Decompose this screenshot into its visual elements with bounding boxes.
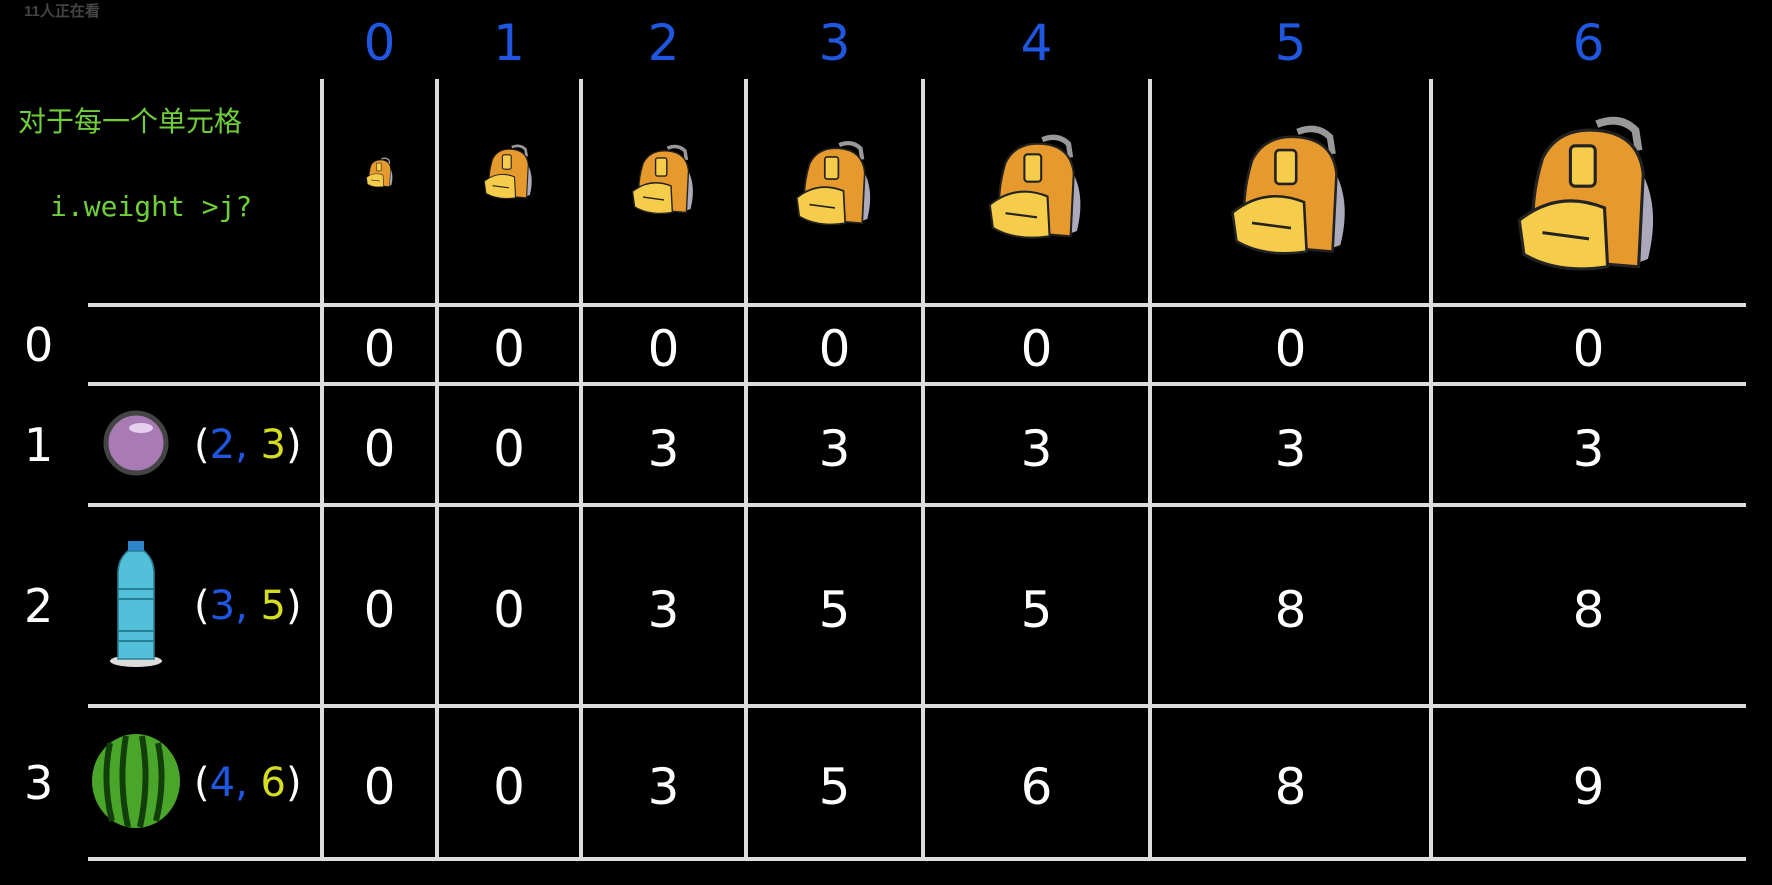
item-weight-value: (4, 6) — [194, 759, 302, 806]
grid-hline — [88, 382, 1746, 386]
watermelon-icon — [90, 733, 182, 833]
grid-vline — [320, 79, 324, 859]
dp-cell: 8 — [1274, 757, 1307, 816]
backpack-icon — [984, 131, 1089, 251]
dp-cell: 3 — [1572, 419, 1605, 478]
dp-cell: 0 — [493, 319, 525, 378]
dp-cell: 0 — [363, 580, 396, 639]
viewer-count-watermark: 11人正在看 — [24, 3, 100, 20]
item-weight: 2 — [209, 421, 236, 468]
dp-cell: 0 — [363, 757, 396, 816]
grid-vline — [579, 79, 583, 859]
dp-cell: 6 — [1020, 757, 1053, 816]
backpack-icon — [1226, 122, 1356, 269]
grid-hline — [88, 857, 1746, 861]
row-index-3: 3 — [24, 755, 54, 810]
grid-hline — [88, 303, 1746, 307]
water-bottle-icon — [108, 539, 164, 673]
grid-vline — [1429, 79, 1433, 859]
dp-cell: 0 — [363, 419, 396, 478]
dp-cell: 0 — [1020, 319, 1053, 378]
dp-cell: 0 — [1274, 319, 1307, 378]
grid-hline — [88, 503, 1746, 507]
dp-cell: 3 — [818, 419, 851, 478]
ball-icon — [103, 410, 169, 480]
backpack-icon — [629, 143, 699, 224]
dp-cell: 5 — [818, 580, 851, 639]
item-value: 6 — [260, 759, 286, 806]
dp-cell: 5 — [818, 757, 851, 816]
item-weight-value: (3, 5) — [194, 582, 302, 629]
dp-cell: 0 — [647, 319, 680, 378]
row-index-2: 2 — [24, 578, 54, 633]
row-index-1: 1 — [24, 417, 54, 472]
item-weight-value: (2, 3) — [194, 421, 302, 468]
capacity-header-4: 4 — [1020, 14, 1053, 72]
grid-vline — [921, 79, 925, 859]
dp-cell: 9 — [1572, 757, 1605, 816]
dp-cell: 5 — [1020, 580, 1053, 639]
backpack-icon — [792, 138, 877, 236]
dp-cell: 0 — [493, 757, 525, 816]
hint-line-2: i.weight >j? — [50, 190, 253, 223]
dp-cell: 0 — [1572, 319, 1605, 378]
dp-cell: 8 — [1572, 580, 1605, 639]
backpack-icon — [1511, 112, 1666, 287]
hint-line-1: 对于每一个单元格 — [18, 105, 243, 138]
dp-cell: 0 — [818, 319, 851, 378]
dp-cell: 3 — [1274, 419, 1307, 478]
grid-vline — [744, 79, 748, 859]
dp-cell: 0 — [363, 319, 396, 378]
dp-cell: 0 — [493, 419, 525, 478]
row-index-0: 0 — [24, 317, 54, 372]
dp-cell: 3 — [1020, 419, 1053, 478]
capacity-header-1: 1 — [493, 14, 525, 72]
capacity-header-5: 5 — [1274, 14, 1307, 72]
grid-vline — [435, 79, 439, 859]
dp-cell: 3 — [647, 757, 680, 816]
dp-cell: 3 — [647, 419, 680, 478]
grid-hline — [88, 704, 1746, 708]
item-value: 5 — [260, 582, 286, 629]
dp-cell: 3 — [647, 580, 680, 639]
grid-vline — [1148, 79, 1152, 859]
item-value: 3 — [260, 421, 286, 468]
dp-cell: 0 — [493, 580, 525, 639]
capacity-header-0: 0 — [363, 14, 396, 72]
backpack-icon — [365, 157, 395, 194]
dp-cell: 8 — [1274, 580, 1307, 639]
backpack-icon — [482, 143, 537, 208]
item-weight: 3 — [209, 582, 236, 629]
capacity-header-3: 3 — [818, 14, 851, 72]
capacity-header-2: 2 — [647, 14, 680, 72]
item-weight: 4 — [209, 759, 236, 806]
capacity-header-6: 6 — [1572, 14, 1605, 72]
